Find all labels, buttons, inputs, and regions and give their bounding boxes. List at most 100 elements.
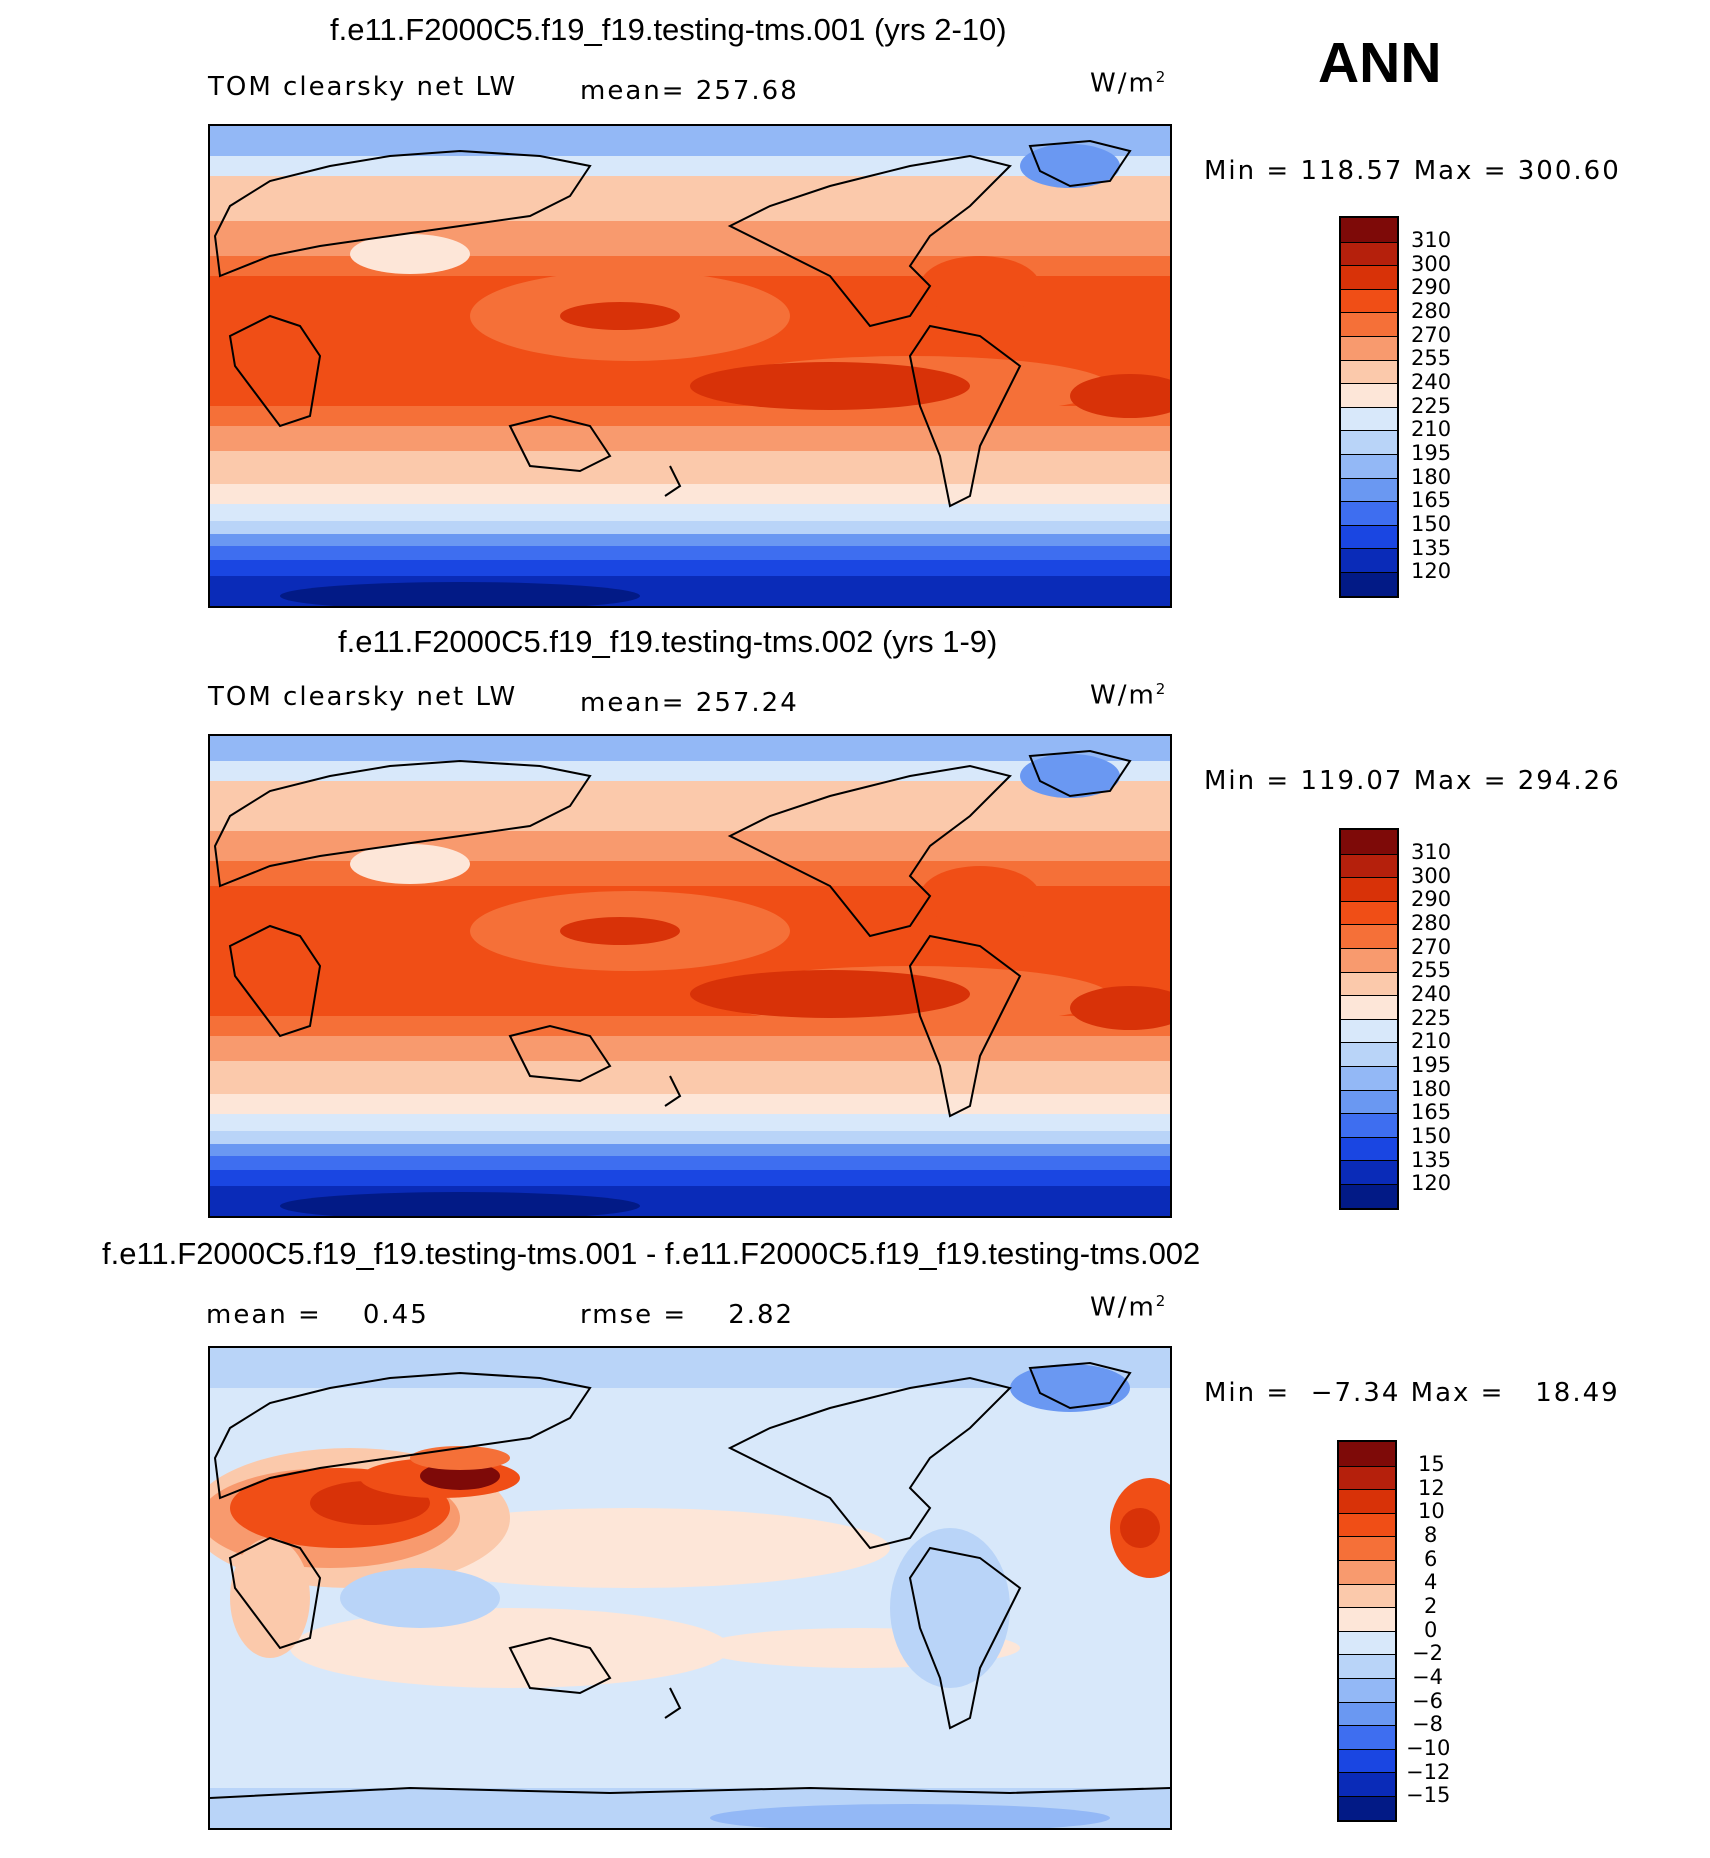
colorbar-swatch (1341, 383, 1397, 407)
colorbar-swatch (1341, 288, 1397, 313)
panel-1-unit: W/m2 (1090, 68, 1168, 99)
panel-3-cbar-label: 10 (1418, 1499, 1445, 1523)
panel-2-cbar-label: 300 (1411, 864, 1452, 888)
panel-2-cbar-label: 135 (1411, 1148, 1452, 1172)
panel-2-cbar-label: 255 (1411, 958, 1452, 982)
colorbar-swatch (1341, 1183, 1397, 1208)
colorbar-swatch (1341, 218, 1397, 242)
panel-3-cbar-label: 4 (1424, 1570, 1438, 1594)
colorbar-swatch (1339, 1654, 1395, 1678)
colorbar-swatch (1339, 1795, 1395, 1820)
panel-2-unit: W/m2 (1090, 680, 1168, 711)
panel-2-cbar-label: 210 (1411, 1029, 1452, 1053)
colorbar-swatch (1341, 947, 1397, 972)
panel-3-cbar-label: −6 (1412, 1689, 1443, 1713)
panel-3-cbar-label: −10 (1406, 1736, 1451, 1760)
panel-2-cbar-label: 150 (1411, 1124, 1452, 1148)
panel-3-cbar-label: 2 (1424, 1594, 1438, 1618)
colorbar-swatch (1341, 1018, 1397, 1043)
panel-3-cbar-label: 12 (1418, 1476, 1445, 1500)
panel-1-title: f.e11.F2000C5.f19_f19.testing-tms.001 (y… (330, 12, 1007, 47)
panel-2-cbar-label: 120 (1411, 1171, 1452, 1195)
panel-3-mean: mean = 0.45 (206, 1300, 429, 1330)
colorbar-swatch (1341, 548, 1397, 572)
panel-1-mean: mean= 257.68 (580, 76, 799, 106)
panel-3-cbar-label: 15 (1418, 1452, 1445, 1476)
panel-3-cbar-label: −12 (1406, 1760, 1451, 1784)
colorbar-swatch (1341, 995, 1397, 1019)
panel-1-cbar-label: 290 (1411, 275, 1452, 299)
panel-3-unit: W/m2 (1090, 1292, 1168, 1323)
colorbar-swatch (1341, 1160, 1397, 1184)
panel-3-title: f.e11.F2000C5.f19_f19.testing-tms.001 - … (102, 1236, 1201, 1271)
panel-3-map-field (210, 1348, 1170, 1828)
colorbar-swatch (1341, 453, 1397, 478)
panel-1-map (208, 124, 1172, 608)
panel-2-colorbar (1339, 828, 1399, 1210)
season-label: ANN (1318, 31, 1442, 95)
colorbar-swatch (1339, 1442, 1395, 1466)
panel-2-minmax: Min = 119.07 Max = 294.26 (1204, 766, 1621, 796)
panel-2-title: f.e11.F2000C5.f19_f19.testing-tms.002 (y… (338, 624, 998, 659)
panel-2-cbar-label: 310 (1411, 840, 1452, 864)
colorbar-swatch (1341, 430, 1397, 454)
panel-1-minmax: Min = 118.57 Max = 300.60 (1204, 156, 1621, 186)
colorbar-swatch (1341, 830, 1397, 854)
panel-1-cbar-label: 120 (1411, 559, 1452, 583)
panel-2-map (208, 734, 1172, 1218)
colorbar-swatch (1341, 853, 1397, 878)
panel-3-cbar-label: 0 (1424, 1618, 1438, 1642)
panel-2-cbar-label: 180 (1411, 1077, 1452, 1101)
colorbar-swatch (1341, 924, 1397, 948)
panel-2-cbar-label: 240 (1411, 982, 1452, 1006)
panel-1-cbar-label: 165 (1411, 488, 1452, 512)
panel-1-cbar-label: 195 (1411, 441, 1452, 465)
colorbar-swatch (1341, 571, 1397, 596)
colorbar-swatch (1339, 1465, 1395, 1490)
colorbar-swatch (1339, 1489, 1395, 1513)
panel-1-cbar-label: 270 (1411, 323, 1452, 347)
colorbar-swatch (1339, 1725, 1395, 1749)
colorbar-swatch (1341, 501, 1397, 525)
panel-2-cbar-label: 290 (1411, 887, 1452, 911)
panel-1-cbar-label: 255 (1411, 346, 1452, 370)
colorbar-swatch (1339, 1512, 1395, 1537)
panel-2-mean: mean= 257.24 (580, 688, 799, 718)
colorbar-swatch (1339, 1583, 1395, 1608)
panel-2-cbar-label: 195 (1411, 1053, 1452, 1077)
colorbar-swatch (1341, 971, 1397, 996)
colorbar-swatch (1339, 1536, 1395, 1560)
colorbar-swatch (1339, 1772, 1395, 1796)
panel-1-cbar-label: 280 (1411, 299, 1452, 323)
colorbar-swatch (1339, 1630, 1395, 1655)
colorbar-swatch (1341, 1042, 1397, 1066)
colorbar-swatch (1341, 524, 1397, 549)
panel-3-minmax: Min = −7.34 Max = 18.49 (1204, 1378, 1620, 1408)
panel-1-map-field (210, 126, 1170, 606)
panel-3-cbar-label: 8 (1424, 1523, 1438, 1547)
panel-1-cbar-label: 310 (1411, 228, 1452, 252)
panel-2-map-field (210, 736, 1170, 1216)
panel-2-cbar-label: 270 (1411, 935, 1452, 959)
colorbar-swatch (1341, 1065, 1397, 1090)
panel-1-cbar-label: 135 (1411, 536, 1452, 560)
panel-1-cbar-label: 225 (1411, 394, 1452, 418)
colorbar-swatch (1339, 1559, 1395, 1584)
panel-3-map (208, 1346, 1172, 1830)
panel-3-colorbar (1337, 1440, 1397, 1822)
colorbar-swatch (1339, 1677, 1395, 1702)
panel-2-cbar-label: 225 (1411, 1006, 1452, 1030)
colorbar-swatch (1341, 477, 1397, 502)
colorbar-swatch (1339, 1701, 1395, 1726)
panel-1-cbar-label: 150 (1411, 512, 1452, 536)
panel-2-cbar-label: 165 (1411, 1100, 1452, 1124)
panel-3-cbar-label: −2 (1412, 1641, 1443, 1665)
colorbar-swatch (1341, 1089, 1397, 1114)
panel-3-cbar-label: 6 (1424, 1547, 1438, 1571)
panel-1-variable: TOM clearsky net LW (208, 72, 518, 102)
panel-3-cbar-label: −15 (1406, 1783, 1451, 1807)
colorbar-swatch (1341, 1113, 1397, 1137)
colorbar-swatch (1341, 312, 1397, 336)
panel-1-cbar-label: 300 (1411, 252, 1452, 276)
panel-3-cbar-label: −8 (1412, 1712, 1443, 1736)
